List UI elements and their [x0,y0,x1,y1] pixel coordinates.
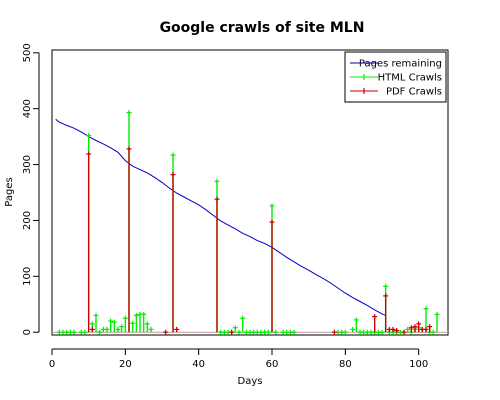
y-tick-label: 100 [22,267,33,286]
chart-title: Google crawls of site MLN [160,20,365,36]
series-pdf-crawls [86,146,433,335]
data-point-pdf-crawls [89,326,95,333]
data-point-html-crawls [405,326,411,333]
data-point-html-crawls [265,329,271,335]
data-point-pdf-crawls [412,324,418,333]
data-point-html-crawls [148,326,154,333]
data-point-pdf-crawls [229,329,235,335]
series-layer [55,110,440,335]
data-point-pdf-crawls [390,326,396,333]
data-point-html-crawls [232,325,238,333]
data-point-html-crawls [291,329,297,335]
data-point-html-crawls [133,312,139,333]
x-axis-label: Days [238,376,263,387]
y-tick-label: 500 [22,43,33,62]
x-tick-label: 100 [409,359,428,370]
series-line-pages-remaining [55,118,386,316]
data-point-html-crawls [111,319,117,333]
data-point-pdf-crawls [170,172,176,333]
x-tick-label: 40 [192,359,205,370]
data-point-html-crawls [379,329,385,335]
data-point-html-crawls [144,321,150,333]
data-point-html-crawls [342,329,348,335]
data-point-pdf-crawls [423,326,429,333]
data-point-pdf-crawls [269,219,275,333]
legend-label: PDF Crawls [386,87,442,98]
data-point-pdf-crawls [126,146,132,333]
data-point-pdf-crawls [372,314,378,333]
legend: Pages remaining HTML Crawls PDF Crawls [344,51,447,103]
x-axis: 0 20 40 60 80 100 [49,348,428,370]
data-point-html-crawls [71,329,77,335]
y-tick-label: 300 [22,155,33,174]
legend-item-pages-remaining: Pages remaining [350,59,442,70]
y-tick-label: 400 [22,99,33,118]
legend-item-pdf-crawls: PDF Crawls [350,87,442,98]
x-tick-label: 80 [339,359,352,370]
data-point-html-crawls [122,315,128,333]
data-point-pdf-crawls [174,326,180,333]
data-point-html-crawls [108,318,114,333]
data-point-pdf-crawls [163,329,169,335]
x-tick-label: 20 [119,359,132,370]
data-point-html-crawls [119,324,125,333]
y-axis: 0 100 200 300 400 500 [22,43,40,335]
data-point-html-crawls [236,329,242,335]
y-tick-label: 200 [22,211,33,230]
x-tick-label: 0 [49,359,55,370]
data-point-pdf-crawls [416,321,422,333]
x-tick-label: 60 [266,359,279,370]
data-point-pdf-crawls [427,324,433,333]
data-point-html-crawls [104,326,110,333]
data-point-html-crawls [273,329,279,335]
data-point-html-crawls [350,326,356,333]
data-point-html-crawls [82,329,88,335]
y-axis-label: Pages [4,177,15,206]
data-point-html-crawls [115,326,121,333]
data-point-pdf-crawls [86,151,92,333]
data-point-pdf-crawls [394,328,400,334]
data-point-pdf-crawls [214,196,220,333]
data-point-pdf-crawls [331,329,337,335]
series-html-crawls [56,110,440,335]
data-point-html-crawls [130,320,136,333]
data-point-pdf-crawls [383,293,389,333]
data-point-pdf-crawls [408,325,414,333]
legend-item-html-crawls: HTML Crawls [350,73,442,84]
legend-label: Pages remaining [359,59,442,70]
data-point-html-crawls [353,317,359,333]
data-point-html-crawls [97,329,103,335]
data-point-html-crawls [141,311,147,333]
plot-area-frame [51,49,449,336]
data-point-html-crawls [240,315,246,333]
legend-label: HTML Crawls [378,73,442,84]
data-point-html-crawls [93,312,99,333]
y-tick-label: 0 [22,329,33,335]
data-point-pdf-crawls [401,329,407,335]
data-point-html-crawls [430,329,436,335]
series-pages-remaining [55,118,386,316]
data-point-html-crawls [434,311,440,333]
